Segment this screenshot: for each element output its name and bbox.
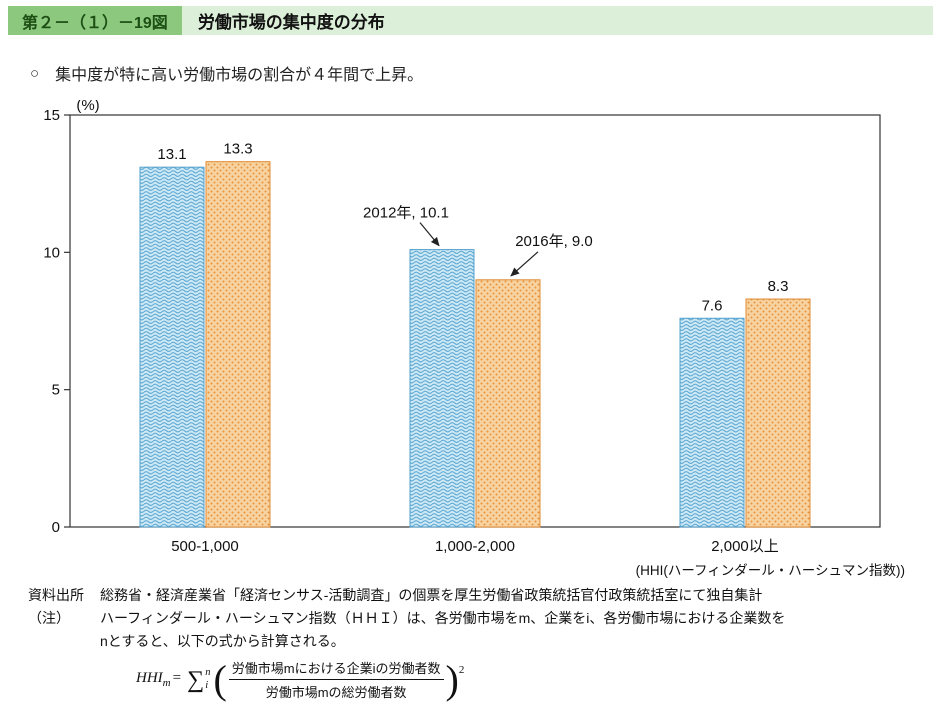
y-tick-label: 0 — [52, 519, 60, 536]
figure-header: 第２－（１）－19図 労働市場の集中度の分布 — [8, 6, 933, 35]
note-row: （注） ハーフィンダール・ハーシュマン指数（ＨＨＩ）は、各労働市場をm、企業をi… — [28, 607, 933, 652]
formula-lhs: HHIm = — [136, 670, 187, 689]
figure-number: 第２－（１）－19図 — [8, 6, 182, 35]
open-paren: ( — [213, 656, 227, 702]
formula-hhi: HHI — [136, 670, 163, 687]
annotation-arrow — [419, 222, 440, 247]
circle-bullet-icon: ○ — [30, 64, 40, 82]
formula-sigma: ∑ n i — [187, 666, 210, 694]
figure-title: 労働市場の集中度の分布 — [181, 6, 933, 35]
close-paren: ) — [445, 656, 459, 702]
chart-canvas: (%) 0 5 10 15 13.1 13.3 7.6 8.3 2012年, 10.1 2016年,… — [43, 97, 905, 578]
plot-border — [69, 114, 881, 528]
x-category-label: 500-1,000 — [171, 538, 239, 555]
lead-sentence: ○ 集中度が特に高い労働市場の割合が４年間で上昇。 — [30, 61, 933, 85]
bar-value-label: 13.1 — [157, 146, 186, 163]
bar-2012年-2,000以上 — [679, 317, 745, 528]
bar-2016年-2,000以上 — [745, 298, 811, 528]
y-tick-label: 15 — [43, 107, 60, 124]
y-axis-unit-label: (%) — [76, 100, 99, 114]
notes-block: 資料出所 総務省・経済産業省「経済センサス-活動調査」の個票を厚生労働省政策統括… — [28, 584, 933, 701]
bar-2016年-500-1,000 — [205, 161, 271, 528]
lead-text: 集中度が特に高い労働市場の割合が４年間で上昇。 — [55, 67, 424, 84]
note-label: （注） — [28, 610, 70, 627]
fraction-numerator: 労働市場mにおける企業iの労働者数 — [228, 658, 444, 681]
x-category-label: 1,000-2,000 — [435, 538, 515, 555]
annotation-text: 2012年, 10.1 — [363, 205, 449, 222]
formula-fraction: 労働市場mにおける企業iの労働者数 労働市場mの総労働者数 — [228, 658, 444, 701]
x-category-label: 2,000以上 — [711, 538, 779, 555]
bar-value-label: 8.3 — [768, 278, 789, 295]
annotation-text: 2016年, 9.0 — [515, 233, 593, 250]
figure-page: 第２－（１）－19図 労働市場の集中度の分布 ○ 集中度が特に高い労働市場の割合… — [0, 6, 933, 701]
formula-hhi-sub: m — [162, 677, 171, 690]
sigma-limits: n i — [205, 666, 210, 694]
formula-exponent: 2 — [458, 663, 465, 676]
y-tick-label: 5 — [52, 382, 60, 399]
sigma-upper: n — [205, 666, 211, 678]
source-label: 資料出所 — [28, 587, 84, 603]
note-text: ハーフィンダール・ハーシュマン指数（ＨＨＩ）は、各労働市場をm、企業をi、各労働… — [100, 610, 786, 649]
y-tick-label: 10 — [43, 244, 60, 261]
bar-2012年-1,000-2,000 — [409, 249, 475, 528]
x-axis-note: (HHI(ハーフィンダール・ハーシュマン指数)) — [636, 563, 905, 578]
sigma-symbol: ∑ — [187, 666, 205, 693]
close-paren-group: ) 2 — [445, 656, 465, 702]
bar-2016年-1,000-2,000 — [475, 279, 541, 528]
bar-chart: (%) 0 5 10 15 13.1 13.3 7.6 8.3 2012年, 10.1 2016年,… — [0, 97, 933, 580]
bar-value-label: 13.3 — [223, 141, 252, 158]
annotation-arrow — [510, 251, 539, 277]
hhi-formula: HHIm = ∑ n i ( 労働市場mにおける企業iの労働者数 労働市場mの総労… — [136, 658, 933, 701]
formula-equals: = — [172, 670, 182, 687]
bar-value-label: 7.6 — [702, 297, 723, 314]
source-row: 資料出所 総務省・経済産業省「経済センサス-活動調査」の個票を厚生労働省政策統括… — [28, 584, 933, 606]
source-text: 総務省・経済産業省「経済センサス-活動調査」の個票を厚生労働省政策統括官付政策統… — [100, 587, 763, 603]
sigma-lower: i — [205, 680, 209, 692]
fraction-denominator: 労働市場mの総労働者数 — [265, 685, 407, 701]
bar-2012年-500-1,000 — [139, 166, 205, 528]
